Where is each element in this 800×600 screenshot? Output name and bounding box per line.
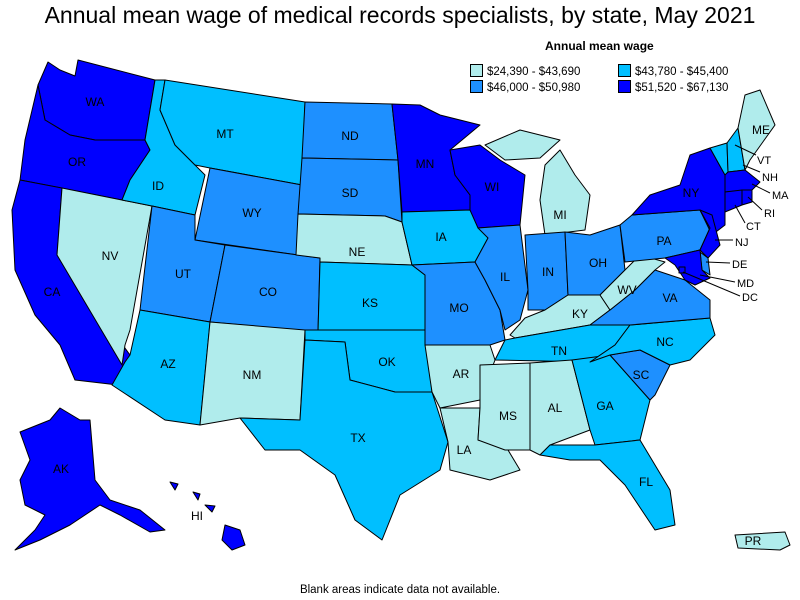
legend-label: $43,780 - $45,400 — [635, 66, 729, 78]
leader-line — [734, 144, 757, 156]
state-label: TN — [551, 344, 567, 358]
state-label: ID — [152, 179, 164, 193]
state-label: OH — [589, 256, 607, 270]
state-label: SD — [342, 186, 359, 200]
state-label: NM — [243, 368, 262, 382]
legend-swatch — [618, 64, 631, 77]
state-label: CA — [44, 285, 61, 299]
map-title: Annual mean wage of medical records spec… — [44, 2, 756, 28]
state-label: DC — [742, 292, 758, 304]
state-label: MN — [416, 157, 435, 171]
leader-line — [699, 274, 736, 283]
legend-swatch — [470, 64, 483, 77]
state-tx[interactable] — [239, 339, 449, 541]
state-label: WY — [242, 206, 261, 220]
state-label: IN — [542, 265, 554, 279]
legend-title: Annual mean wage — [545, 39, 654, 53]
state-label: UT — [175, 267, 192, 281]
state-label: WA — [86, 95, 105, 109]
legend-label: $24,390 - $43,690 — [487, 66, 581, 78]
state-fl[interactable] — [539, 439, 676, 531]
state-label: WI — [485, 180, 500, 194]
legend-swatch — [618, 80, 631, 93]
state-label: CO — [259, 285, 277, 299]
legend-item: $24,390 - $43,690 — [470, 64, 580, 78]
state-label: KS — [362, 296, 378, 310]
state-label: AK — [53, 462, 69, 476]
state-label: SC — [633, 368, 650, 382]
state-label: WV — [617, 283, 636, 297]
state-label: NE — [349, 245, 366, 259]
footer-note: Blank areas indicate data not available. — [299, 584, 501, 596]
state-wv[interactable] — [599, 254, 666, 311]
state-nc[interactable] — [589, 317, 716, 366]
leader-line — [734, 204, 746, 224]
state-label: LA — [457, 443, 472, 457]
state-label: OR — [68, 155, 86, 169]
legend-item: $51,520 - $67,130 — [618, 80, 728, 94]
state-pr[interactable] — [734, 531, 791, 551]
state-label: TX — [350, 431, 365, 445]
state-label: ND — [341, 129, 359, 143]
state-il[interactable] — [474, 224, 529, 331]
state-label: MA — [772, 190, 789, 202]
leader-line — [747, 196, 763, 211]
state-label: AR — [453, 367, 470, 381]
state-label: MS — [499, 409, 517, 423]
state-label: HI — [191, 509, 203, 523]
legend-item: $46,000 - $50,980 — [470, 80, 580, 94]
state-label: ME — [752, 123, 770, 137]
state-label: IA — [435, 230, 446, 244]
state-label: IL — [500, 270, 510, 284]
state-md[interactable] — [664, 249, 711, 286]
state-label: NY — [683, 186, 700, 200]
state-label: RI — [764, 208, 775, 220]
state-label: AL — [548, 401, 563, 415]
state-label: PR — [745, 534, 762, 548]
state-label: VA — [662, 291, 677, 305]
state-label: FL — [639, 475, 653, 489]
state-label: OK — [378, 355, 395, 369]
state-label: CT — [746, 221, 761, 233]
state-label: GA — [596, 399, 613, 413]
state-label: NJ — [735, 237, 748, 249]
state-label: MO — [449, 301, 468, 315]
state-label: NV — [102, 249, 119, 263]
state-ma[interactable] — [724, 169, 761, 193]
state-ak[interactable] — [14, 407, 166, 551]
state-label: NH — [762, 172, 778, 184]
leader-line — [742, 164, 761, 173]
state-label: DE — [732, 259, 747, 271]
state-label: KY — [572, 307, 588, 321]
legend-item: $43,780 - $45,400 — [618, 64, 728, 78]
leader-line — [705, 261, 731, 264]
state-hi[interactable] — [169, 481, 246, 551]
state-label: MI — [553, 208, 566, 222]
state-label: MD — [737, 278, 754, 290]
state-ct[interactable] — [724, 189, 743, 213]
legend-label: $51,520 - $67,130 — [635, 82, 729, 94]
leader-line — [751, 183, 771, 194]
state-label: PA — [656, 234, 671, 248]
state-label: VT — [757, 155, 771, 167]
legend-label: $46,000 - $50,980 — [487, 82, 581, 94]
state-mi[interactable] — [484, 129, 591, 236]
legend-swatch — [470, 80, 483, 93]
state-label: MT — [216, 127, 234, 141]
leader-line — [682, 271, 741, 297]
state-label: NC — [656, 335, 674, 349]
state-label: AZ — [160, 357, 175, 371]
state-ms[interactable] — [477, 362, 531, 451]
state-ri[interactable] — [741, 189, 753, 206]
